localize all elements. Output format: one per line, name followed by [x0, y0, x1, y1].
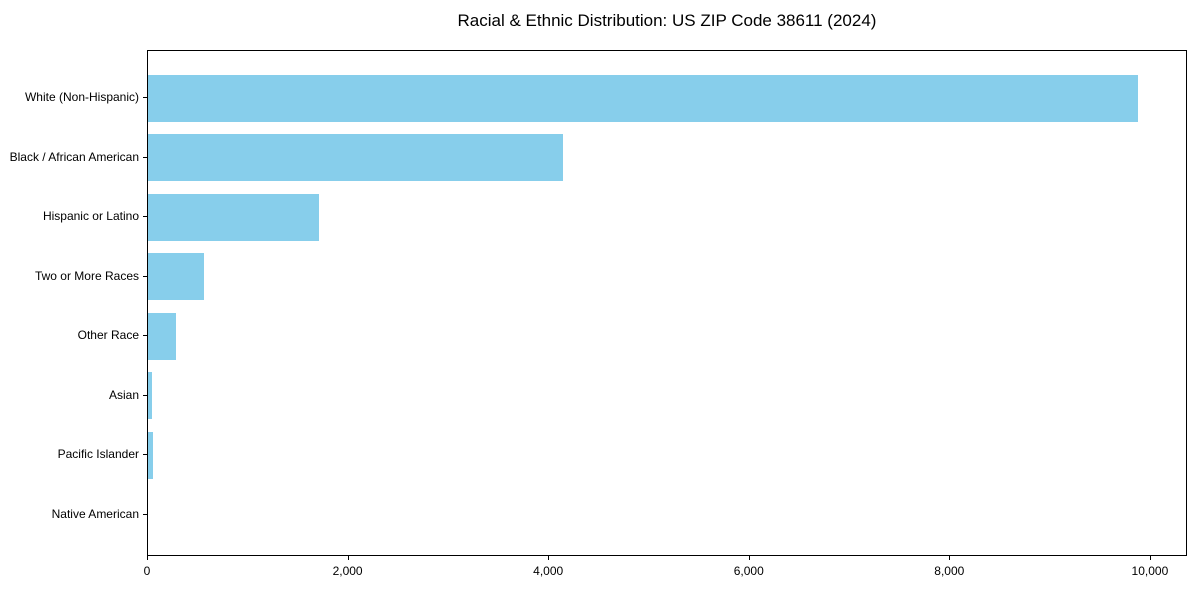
y-tick-black-african-american	[143, 156, 147, 158]
y-label-native-american: Native American	[51, 506, 139, 521]
y-label-white-non-hispanic: White (Non-Hispanic)	[24, 90, 139, 104]
y-tick-native-american	[143, 513, 147, 515]
x-tick-2000	[347, 556, 349, 560]
chart-title: Racial & Ethnic Distribution: US ZIP Cod…	[457, 11, 877, 30]
x-tick-10000	[1149, 556, 1151, 560]
x-label-8000: 8,000	[934, 564, 965, 578]
y-label-two-or-more-races: Two or More Races	[34, 268, 139, 283]
y-tick-two-or-more-races	[143, 275, 147, 277]
y-label-black-african-american: Black / African American	[9, 149, 139, 164]
y-label-other-race: Other Race	[77, 328, 139, 343]
bar-two-or-more-races	[148, 253, 205, 301]
plot-area	[147, 50, 1187, 556]
x-label-2000: 2,000	[332, 564, 363, 578]
x-label-0: 0	[143, 564, 151, 578]
x-tick-6000	[748, 556, 750, 560]
x-label-6000: 6,000	[733, 564, 764, 578]
x-label-10000: 10,000	[1131, 564, 1169, 578]
y-tick-asian	[143, 394, 147, 396]
y-tick-white-non-hispanic	[143, 97, 147, 98]
y-label-pacific-islander: Pacific Islander	[57, 447, 139, 462]
y-label-asian: Asian	[108, 387, 139, 402]
y-label-hispanic-or-latino: Hispanic or Latino	[42, 209, 139, 224]
y-tick-other-race	[143, 335, 147, 337]
x-label-4000: 4,000	[533, 564, 564, 578]
bar-white-non-hispanic	[148, 74, 1138, 122]
bar-pacific-islander	[148, 431, 153, 479]
y-tick-hispanic-or-latino	[143, 216, 147, 218]
bar-hispanic-or-latino	[148, 193, 320, 241]
x-tick-4000	[548, 556, 550, 560]
y-tick-pacific-islander	[143, 454, 147, 456]
bar-black-african-american	[148, 134, 564, 182]
x-tick-0	[147, 556, 148, 560]
bar-other-race	[148, 312, 177, 360]
bar-asian	[148, 372, 152, 420]
x-tick-8000	[949, 556, 951, 560]
